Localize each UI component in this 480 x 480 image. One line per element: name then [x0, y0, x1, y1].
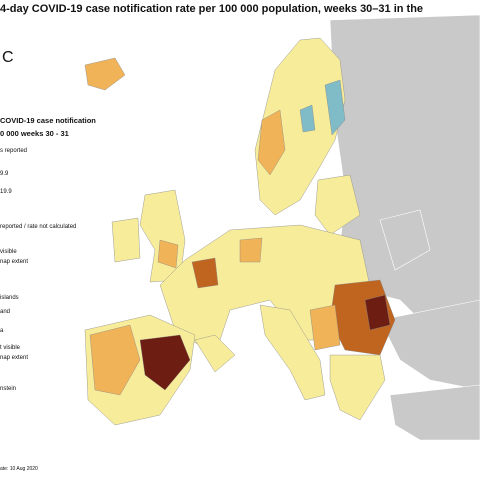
legend-title: COVID-19 case notification — [0, 116, 96, 125]
finland-east — [324, 79, 346, 136]
turkey — [389, 384, 480, 441]
sweden-region — [299, 104, 316, 133]
baltics — [314, 174, 361, 236]
balkans — [329, 354, 386, 421]
legend-title: 0 000 weeks 30 - 31 — [0, 129, 69, 138]
logo: C — [2, 49, 14, 66]
legend-item: a — [0, 328, 4, 334]
corsica-region — [194, 334, 236, 373]
ireland — [111, 217, 141, 263]
map — [84, 14, 480, 441]
legend-item: 19.9 — [0, 189, 12, 195]
italy — [259, 304, 326, 401]
serbia-region — [309, 304, 341, 351]
legend: COVID-19 case notification 0 000 weeks 3… — [0, 116, 96, 392]
title: 4-day COVID-19 case notification rate pe… — [0, 3, 423, 15]
belgium — [191, 257, 219, 289]
belarus — [379, 209, 431, 271]
spain-west — [89, 324, 141, 396]
england-region — [157, 239, 179, 269]
legend-item: t visible — [0, 345, 21, 351]
germany-region — [239, 237, 263, 263]
legend-item: islands — [0, 295, 19, 301]
spain-northeast — [139, 334, 191, 391]
legend-item: s reported — [0, 148, 27, 154]
romania-dark — [364, 294, 391, 331]
iceland — [84, 57, 126, 91]
legend-item: reported / rate not calculated — [0, 224, 76, 230]
ukraine-region — [379, 299, 480, 391]
legend-item: nap extent — [0, 355, 28, 361]
date: ate: 10 Aug 2020 — [0, 466, 38, 472]
legend-item: nstein — [0, 386, 16, 392]
legend-item: nap extent — [0, 259, 28, 265]
legend-item: visible — [0, 249, 17, 255]
legend-item: and — [0, 309, 10, 315]
norway-region — [257, 109, 286, 176]
legend-item: 9.9 — [0, 171, 9, 177]
